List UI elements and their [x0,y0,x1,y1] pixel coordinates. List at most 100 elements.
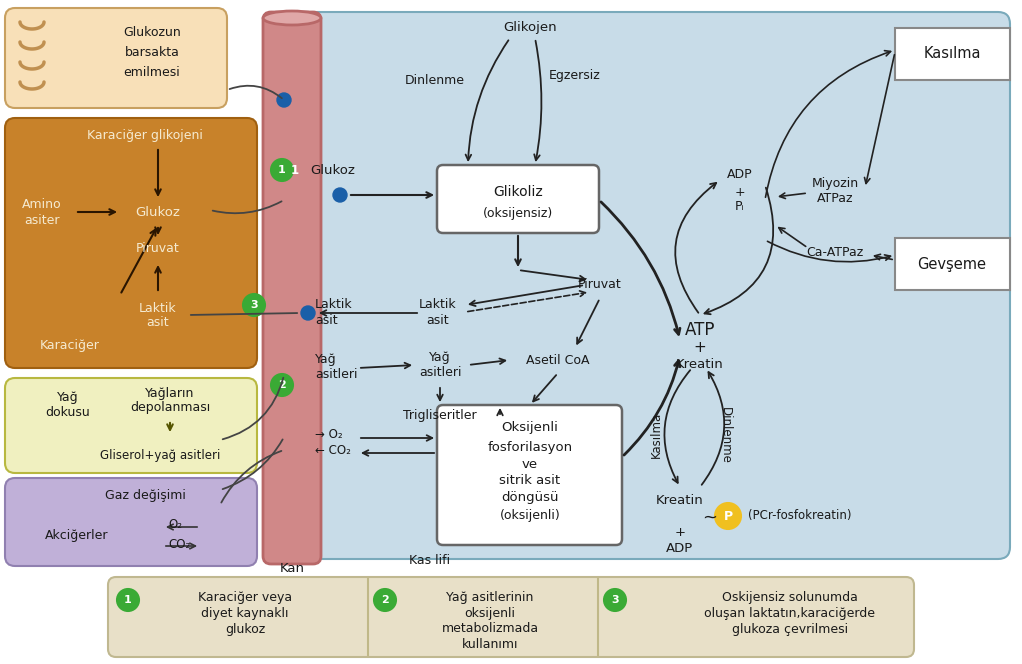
FancyBboxPatch shape [5,118,257,368]
Text: Egzersiz: Egzersiz [549,68,601,82]
Text: Yağ: Yağ [315,353,336,367]
Text: emilmesi: emilmesi [124,66,180,78]
Text: Gliserol+yağ asitleri: Gliserol+yağ asitleri [100,448,220,461]
Text: Glukoz: Glukoz [136,205,181,218]
Bar [895,238,1010,290]
Text: 1: 1 [291,163,299,177]
Text: fosforilasyon: fosforilasyon [487,440,572,454]
Text: asitleri: asitleri [419,367,461,380]
Text: ← CO₂: ← CO₂ [315,444,351,457]
Text: Miyozin: Miyozin [811,177,858,189]
Text: Pᵢ: Pᵢ [735,201,745,214]
FancyBboxPatch shape [437,405,622,545]
Text: Piruvat: Piruvat [578,278,621,291]
FancyBboxPatch shape [437,165,599,233]
Text: diyet kaynaklı: diyet kaynaklı [201,606,289,620]
Text: Ca-ATPaz: Ca-ATPaz [806,246,864,260]
Text: Laktik: Laktik [315,299,353,311]
Text: Kas lifi: Kas lifi [410,554,451,566]
Text: (PCr-fosfokreatin): (PCr-fosfokreatin) [748,509,851,523]
Text: Kasılma: Kasılma [923,46,981,62]
Bar [895,28,1010,80]
Text: Glukoz: Glukoz [310,163,355,177]
Text: dokusu: dokusu [46,406,90,420]
Circle shape [715,503,741,529]
Text: Laktik: Laktik [419,299,457,311]
Text: Amino: Amino [22,199,61,212]
Text: Kan: Kan [279,562,305,574]
FancyBboxPatch shape [5,8,227,108]
Text: kullanımı: kullanımı [462,639,518,651]
Text: (oksijensiz): (oksijensiz) [482,207,553,220]
Text: Akciğerler: Akciğerler [45,529,108,542]
Text: asitleri: asitleri [315,369,358,382]
Circle shape [374,589,396,611]
Text: ATPaz: ATPaz [817,191,853,205]
Text: oksijenli: oksijenli [465,606,515,620]
FancyBboxPatch shape [300,12,1010,559]
FancyBboxPatch shape [263,12,321,564]
Text: → O₂: → O₂ [315,428,342,442]
Text: Dinlenme: Dinlenme [405,74,465,86]
Text: Karaciğer veya: Karaciğer veya [198,590,292,604]
Text: Kreatin: Kreatin [677,357,724,371]
Text: Oskijensiz solunumda: Oskijensiz solunumda [723,590,857,604]
Text: Glukozun: Glukozun [123,25,181,39]
Text: Gaz değişimi: Gaz değişimi [104,489,185,501]
Circle shape [117,589,139,611]
Text: Laktik: Laktik [139,301,177,315]
Circle shape [333,188,347,202]
Circle shape [604,589,626,611]
Text: CO₂: CO₂ [168,539,190,552]
Text: Gevşeme: Gevşeme [918,256,986,272]
Text: +: + [735,185,745,199]
Text: 3: 3 [250,300,258,310]
Text: Glikojen: Glikojen [503,21,557,35]
Text: glukoz: glukoz [225,623,265,635]
Text: asit: asit [147,317,170,329]
Text: Kreatin: Kreatin [656,493,704,507]
Text: Yağ: Yağ [57,392,79,404]
Text: Kasılma: Kasılma [650,412,662,458]
Circle shape [301,306,315,320]
Circle shape [243,294,265,316]
Text: Yağ asitlerinin: Yağ asitlerinin [447,590,533,604]
Text: sitrik asit: sitrik asit [500,475,560,487]
Text: ADP: ADP [666,542,694,554]
Circle shape [271,374,293,396]
Text: barsakta: barsakta [125,46,180,58]
Ellipse shape [263,11,321,25]
Text: Oksijenli: Oksijenli [502,422,558,434]
Text: metabolizmada: metabolizmada [442,623,539,635]
Text: 1: 1 [278,165,286,175]
Text: depolanması: depolanması [130,402,211,414]
Circle shape [271,159,293,181]
Text: ~: ~ [702,509,717,527]
Text: Yağ: Yağ [429,351,451,365]
Text: Trigliseritler: Trigliseritler [404,408,477,422]
Text: Karaciğer glikojeni: Karaciğer glikojeni [87,129,203,143]
Text: Karaciğer: Karaciğer [40,339,100,351]
Circle shape [277,93,291,107]
Text: asit: asit [427,313,450,327]
Text: 2: 2 [278,380,286,390]
Text: 2: 2 [381,595,389,605]
Text: asit: asit [315,313,337,327]
Text: 1: 1 [124,595,132,605]
Text: oluşan laktatın,karaciğerde: oluşan laktatın,karaciğerde [704,606,876,620]
Text: Asetil CoA: Asetil CoA [526,353,590,367]
FancyBboxPatch shape [108,577,914,657]
Text: ATP: ATP [685,321,715,339]
Text: Glikoliz: Glikoliz [494,185,543,199]
Text: 3: 3 [611,595,618,605]
FancyBboxPatch shape [5,378,257,473]
Text: O₂: O₂ [168,519,182,531]
Text: Yağların: Yağların [145,386,194,400]
Text: döngüsü: döngüsü [501,491,559,505]
Text: Dinlenme: Dinlenme [718,406,732,463]
Text: glukoza çevrilmesi: glukoza çevrilmesi [732,623,848,635]
Text: asiter: asiter [25,214,59,226]
Text: P: P [724,509,733,523]
Text: Piruvat: Piruvat [136,242,180,254]
Text: ADP: ADP [728,169,753,181]
